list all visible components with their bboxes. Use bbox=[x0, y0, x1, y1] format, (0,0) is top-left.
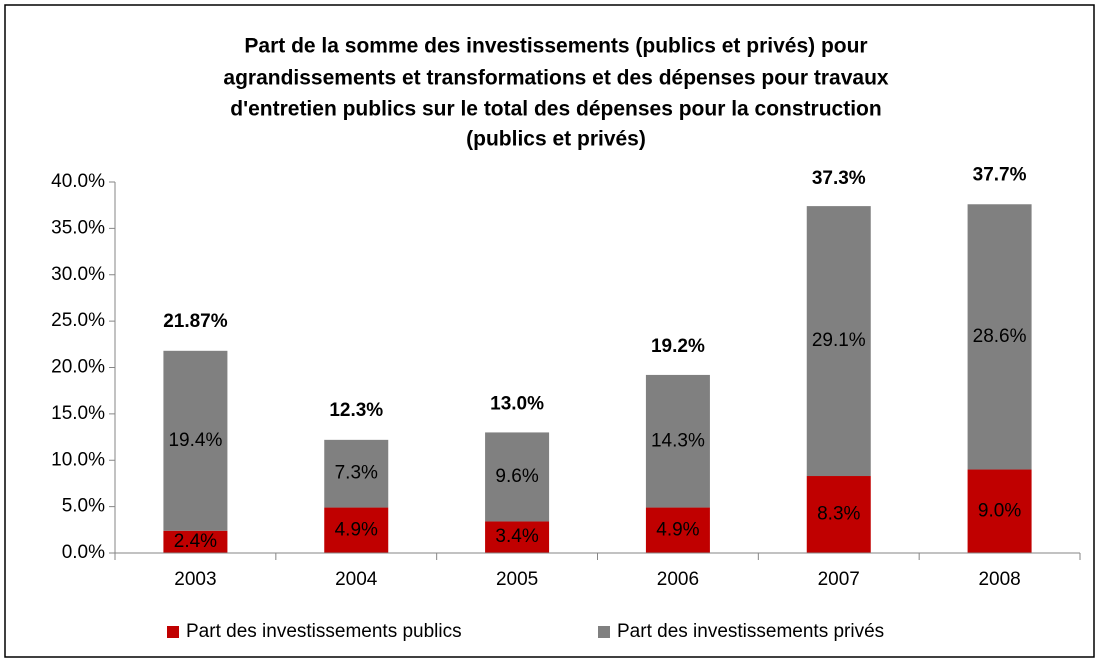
bar-segment bbox=[645, 507, 710, 553]
legend-swatch bbox=[167, 626, 179, 638]
total-label: 21.87% bbox=[163, 311, 228, 332]
value-label: 19.4% bbox=[168, 430, 222, 451]
value-label: 4.9% bbox=[335, 519, 378, 540]
x-tick-label: 2005 bbox=[496, 569, 538, 590]
value-label: 28.6% bbox=[973, 326, 1027, 347]
value-label: 8.3% bbox=[817, 504, 860, 525]
x-tick-label: 2004 bbox=[335, 569, 378, 590]
bar-segment bbox=[163, 530, 228, 553]
legend-label: Part des investissements publics bbox=[186, 621, 462, 642]
y-tick-label: 20.0% bbox=[51, 357, 105, 378]
y-tick-label: 25.0% bbox=[51, 310, 105, 331]
y-tick-label: 15.0% bbox=[51, 403, 105, 424]
legend-label: Part des investissements privés bbox=[617, 621, 884, 642]
legend-swatch bbox=[598, 626, 610, 638]
total-label: 12.3% bbox=[329, 400, 383, 421]
bar-segment bbox=[806, 206, 871, 477]
y-tick-label: 35.0% bbox=[51, 217, 105, 238]
total-label: 37.3% bbox=[812, 168, 866, 189]
bar-segment bbox=[806, 476, 871, 553]
x-tick-label: 2006 bbox=[657, 569, 699, 590]
y-tick-label: 0.0% bbox=[62, 542, 105, 563]
chart-title: agrandissements et transformations et de… bbox=[223, 67, 889, 90]
value-label: 9.6% bbox=[495, 466, 538, 487]
bar-segment bbox=[163, 350, 228, 531]
bar-segment bbox=[645, 374, 710, 508]
total-label: 37.7% bbox=[973, 164, 1027, 185]
y-tick-label: 5.0% bbox=[62, 496, 105, 517]
bar-segment bbox=[485, 521, 550, 553]
bar-segment bbox=[967, 204, 1032, 470]
value-label: 7.3% bbox=[335, 463, 378, 484]
bar-segment bbox=[324, 507, 389, 553]
total-label: 19.2% bbox=[651, 336, 705, 357]
y-tick-label: 10.0% bbox=[51, 449, 105, 470]
value-label: 29.1% bbox=[812, 330, 866, 351]
bar-segment bbox=[967, 469, 1032, 553]
bar-segment bbox=[324, 439, 389, 508]
x-tick-label: 2003 bbox=[174, 569, 216, 590]
x-tick-label: 2008 bbox=[978, 569, 1020, 590]
y-tick-label: 30.0% bbox=[51, 264, 105, 285]
value-label: 9.0% bbox=[978, 500, 1021, 521]
bar-segment bbox=[485, 432, 550, 522]
chart-title: (publics et privés) bbox=[466, 128, 646, 151]
total-label: 13.0% bbox=[490, 393, 544, 414]
x-tick-label: 2007 bbox=[818, 569, 860, 590]
chart-title: d'entretien publics sur le total des dép… bbox=[230, 98, 881, 121]
y-tick-label: 40.0% bbox=[51, 171, 105, 192]
chart-title: Part de la somme des investissements (pu… bbox=[244, 35, 867, 58]
value-label: 14.3% bbox=[651, 430, 705, 451]
value-label: 3.4% bbox=[495, 526, 538, 547]
value-label: 4.9% bbox=[656, 519, 699, 540]
value-label: 2.4% bbox=[174, 531, 217, 552]
